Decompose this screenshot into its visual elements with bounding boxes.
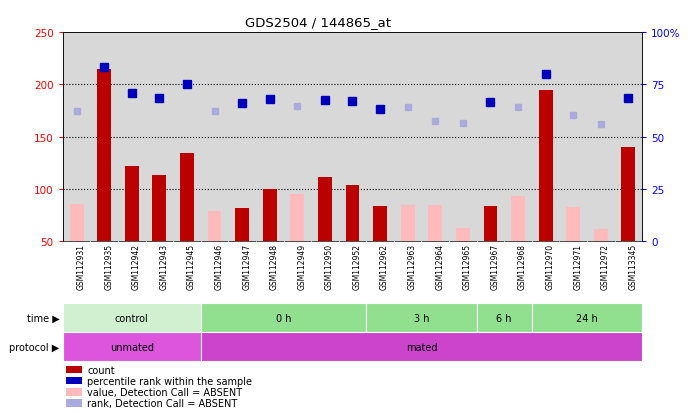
Text: GSM112935: GSM112935 [104, 244, 113, 290]
Text: GSM112950: GSM112950 [325, 244, 334, 290]
Bar [566, 207, 580, 242]
Text: 3 h: 3 h [414, 313, 429, 323]
Text: GSM112947: GSM112947 [242, 244, 251, 290]
Bar [477, 304, 532, 332]
Text: GSM112946: GSM112946 [214, 244, 223, 290]
Bar [201, 332, 642, 361]
Text: GSM112970: GSM112970 [546, 244, 555, 290]
Bar [152, 176, 166, 242]
Bar [208, 211, 221, 242]
Bar [63, 332, 201, 361]
Bar [456, 228, 470, 242]
Text: 0 h: 0 h [276, 313, 291, 323]
Bar [97, 69, 111, 242]
Bar [532, 304, 642, 332]
Bar [125, 166, 139, 242]
Text: GSM112963: GSM112963 [408, 244, 417, 290]
Bar [401, 205, 415, 242]
Text: GSM112931: GSM112931 [77, 244, 86, 290]
Text: unmated: unmated [110, 342, 154, 352]
Text: GSM112962: GSM112962 [380, 244, 389, 290]
Text: GSM112949: GSM112949 [297, 244, 306, 290]
Bar [263, 190, 276, 242]
Text: GSM113345: GSM113345 [628, 244, 637, 290]
Bar [594, 229, 608, 242]
Text: 6 h: 6 h [496, 313, 512, 323]
Bar [180, 154, 194, 242]
Text: GSM112964: GSM112964 [436, 244, 444, 290]
Text: GSM112972: GSM112972 [601, 244, 610, 290]
Bar [373, 206, 387, 242]
Text: rank, Detection Call = ABSENT: rank, Detection Call = ABSENT [87, 398, 237, 408]
Bar [346, 185, 359, 242]
Text: protocol ▶: protocol ▶ [9, 342, 59, 352]
Bar [621, 148, 635, 242]
Bar [318, 178, 332, 242]
Bar [63, 304, 201, 332]
Bar [290, 195, 304, 242]
Text: count: count [87, 365, 115, 375]
Bar [201, 304, 366, 332]
Text: value, Detection Call = ABSENT: value, Detection Call = ABSENT [87, 387, 242, 397]
Text: GSM112952: GSM112952 [352, 244, 362, 290]
Bar [70, 204, 84, 242]
Bar [235, 208, 249, 242]
Text: GSM112945: GSM112945 [187, 244, 196, 290]
Text: GSM112971: GSM112971 [573, 244, 582, 290]
Text: percentile rank within the sample: percentile rank within the sample [87, 376, 252, 386]
Text: time ▶: time ▶ [27, 313, 59, 323]
Text: GDS2504 / 144865_at: GDS2504 / 144865_at [244, 16, 391, 29]
Bar [484, 206, 497, 242]
Text: GSM112942: GSM112942 [132, 244, 141, 290]
Text: GSM112948: GSM112948 [269, 244, 279, 290]
Text: control: control [115, 313, 149, 323]
Text: GSM112965: GSM112965 [463, 244, 472, 290]
Bar [511, 197, 525, 242]
Text: mated: mated [406, 342, 437, 352]
Text: GSM112968: GSM112968 [518, 244, 527, 290]
Bar [429, 205, 442, 242]
Text: GSM112967: GSM112967 [491, 244, 500, 290]
Text: GSM112943: GSM112943 [159, 244, 168, 290]
Bar [539, 90, 553, 242]
Text: 24 h: 24 h [576, 313, 598, 323]
Bar [366, 304, 477, 332]
